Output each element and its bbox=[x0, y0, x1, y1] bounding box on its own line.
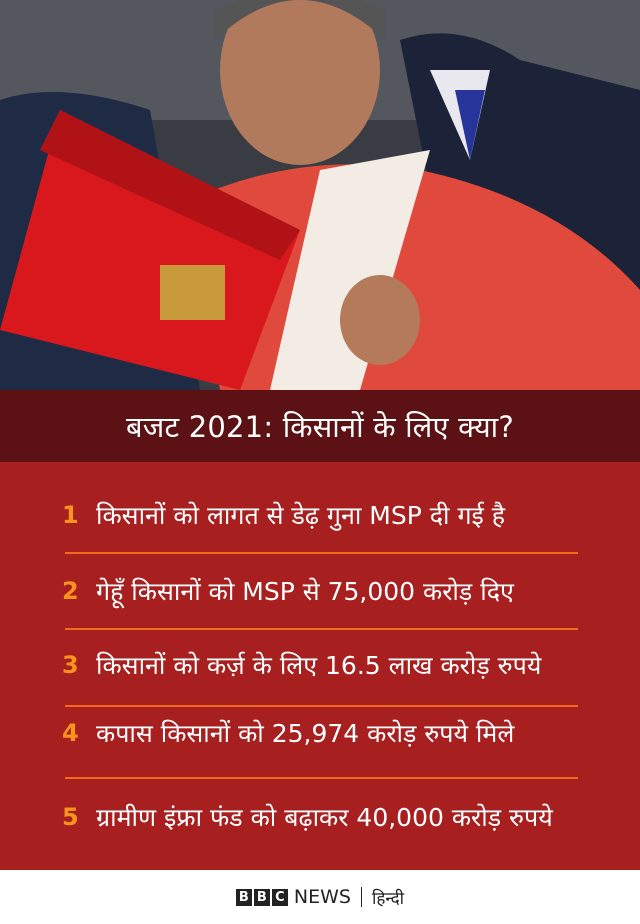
bbc-news-hindi-logo: B B C NEWS हिन्दी bbox=[0, 870, 640, 924]
separator bbox=[65, 552, 578, 554]
list-item: 3 किसानों को कर्ज़ के लिए 16.5 लाख करोड़… bbox=[62, 648, 622, 682]
list-item: 1 किसानों को लागत से डेढ़ गुना MSP दी गई… bbox=[62, 498, 622, 532]
list-item: 2 गेहूँ किसानों को MSP से 75,000 करोड़ द… bbox=[62, 574, 622, 608]
bbc-logo: B B C bbox=[235, 888, 288, 906]
item-text: कपास किसानों को 25,974 करोड़ रुपये मिले bbox=[96, 719, 515, 748]
logo-letter: B bbox=[235, 888, 252, 906]
title-banner: बजट 2021: किसानों के लिए क्या? bbox=[0, 390, 640, 462]
language-label: हिन्दी bbox=[371, 888, 405, 909]
separator bbox=[65, 777, 578, 779]
divider bbox=[360, 887, 362, 907]
news-label: NEWS bbox=[293, 886, 351, 908]
list-item: 4 कपास किसानों को 25,974 करोड़ रुपये मिल… bbox=[62, 716, 622, 750]
hero-photo bbox=[0, 0, 640, 390]
separator bbox=[65, 628, 578, 630]
separator bbox=[65, 705, 578, 707]
item-number: 2 bbox=[62, 577, 79, 605]
logo-letter: C bbox=[271, 888, 288, 906]
item-number: 5 bbox=[62, 803, 79, 831]
item-number: 1 bbox=[62, 501, 79, 529]
item-text: किसानों को लागत से डेढ़ गुना MSP दी गई ह… bbox=[96, 501, 506, 530]
item-text: गेहूँ किसानों को MSP से 75,000 करोड़ दिए bbox=[96, 577, 514, 606]
logo-letter: B bbox=[253, 888, 270, 906]
page-title: बजट 2021: किसानों के लिए क्या? bbox=[126, 409, 514, 444]
list-item: 5 ग्रामीण इंफ्रा फंड को बढ़ाकर 40,000 कर… bbox=[62, 800, 622, 834]
item-number: 3 bbox=[62, 651, 79, 679]
points-list: 1 किसानों को लागत से डेढ़ गुना MSP दी गई… bbox=[0, 462, 640, 870]
item-number: 4 bbox=[62, 719, 79, 747]
item-text: ग्रामीण इंफ्रा फंड को बढ़ाकर 40,000 करोड… bbox=[96, 803, 553, 832]
item-text: किसानों को कर्ज़ के लिए 16.5 लाख करोड़ र… bbox=[96, 651, 542, 680]
